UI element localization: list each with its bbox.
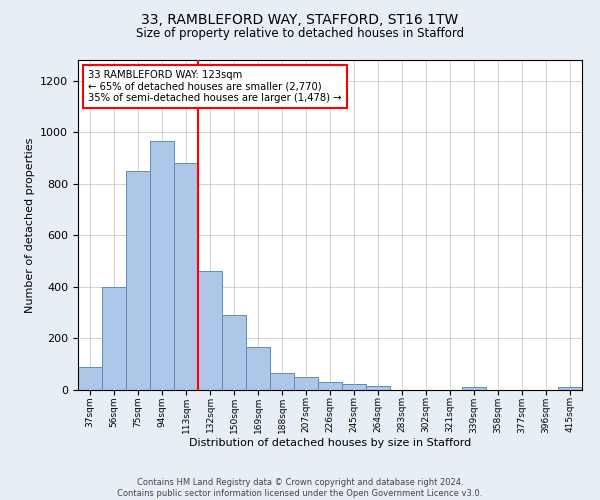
Text: Contains HM Land Registry data © Crown copyright and database right 2024.
Contai: Contains HM Land Registry data © Crown c… [118, 478, 482, 498]
Bar [102, 287, 126, 390]
Text: Size of property relative to detached houses in Stafford: Size of property relative to detached ho… [136, 28, 464, 40]
Bar [246, 348, 270, 390]
Text: 33, RAMBLEFORD WAY, STAFFORD, ST16 1TW: 33, RAMBLEFORD WAY, STAFFORD, ST16 1TW [142, 12, 458, 26]
Bar [318, 382, 342, 390]
Bar [558, 388, 582, 390]
Bar [294, 377, 318, 390]
Bar [342, 384, 366, 390]
Bar [270, 373, 294, 390]
Bar [78, 367, 102, 390]
Bar [366, 386, 390, 390]
Bar [462, 388, 486, 390]
Bar [222, 315, 246, 390]
Bar [198, 272, 222, 390]
X-axis label: Distribution of detached houses by size in Stafford: Distribution of detached houses by size … [189, 438, 471, 448]
Bar [150, 141, 174, 390]
Bar [174, 163, 198, 390]
Text: 33 RAMBLEFORD WAY: 123sqm
← 65% of detached houses are smaller (2,770)
35% of se: 33 RAMBLEFORD WAY: 123sqm ← 65% of detac… [88, 70, 341, 103]
Bar [126, 171, 150, 390]
Y-axis label: Number of detached properties: Number of detached properties [25, 138, 35, 312]
